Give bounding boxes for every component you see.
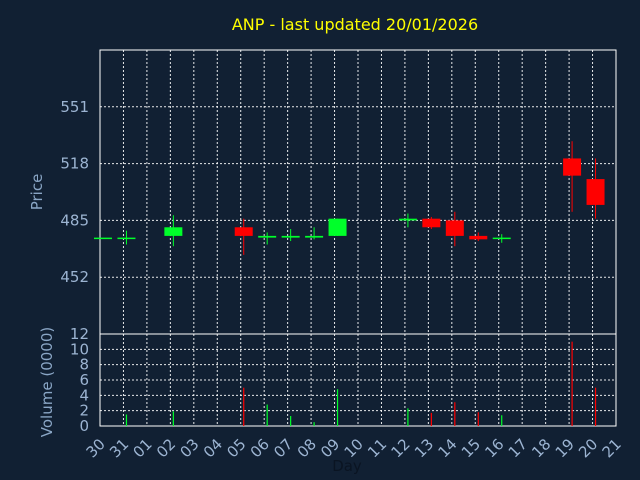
candle-body: [398, 218, 417, 221]
candle-body: [258, 235, 277, 238]
volume-tick-label: 10: [70, 340, 89, 358]
x-tick-label: 01: [130, 435, 156, 461]
x-tick-label: 21: [599, 435, 625, 461]
x-tick-label: 05: [223, 435, 249, 461]
x-tick-label: 12: [388, 435, 414, 461]
x-tick-label: 15: [458, 435, 484, 461]
candle-body: [305, 235, 324, 238]
price-axis-label: Price: [28, 174, 46, 211]
price-tick-label: 452: [60, 268, 89, 286]
candle-body: [422, 218, 441, 228]
candle-body: [445, 220, 464, 236]
price-tick-label: 518: [60, 155, 89, 173]
x-tick-label: 13: [411, 435, 437, 461]
volume-tick-label: 2: [79, 402, 89, 420]
candle-body: [586, 179, 605, 205]
candle-body: [94, 237, 112, 240]
x-tick-label: 20: [575, 435, 601, 461]
x-axis-ticks: 3031010203040506070809101112131415161718…: [83, 435, 625, 461]
candle-body: [164, 227, 183, 236]
x-tick-label: 19: [552, 435, 578, 461]
x-tick-label: 30: [83, 435, 109, 461]
x-tick-label: 11: [364, 435, 390, 461]
price-panel: 452 485 518 551: [60, 49, 617, 335]
price-tick-label: 485: [60, 211, 89, 229]
volume-tick-label: 0: [79, 417, 89, 435]
x-tick-label: 14: [434, 435, 460, 461]
x-tick-label: 08: [294, 435, 320, 461]
volume-axis-label: Volume (0000): [38, 327, 56, 437]
candle-body: [281, 235, 300, 238]
x-tick-label: 18: [528, 435, 554, 461]
price-tick-label: 551: [60, 98, 89, 116]
x-tick-label: 07: [270, 435, 296, 461]
x-tick-label: 31: [106, 435, 132, 461]
chart-title: ANP - last updated 20/01/2026: [232, 15, 478, 34]
candle-body: [328, 218, 347, 236]
x-tick-label: 02: [153, 435, 179, 461]
candle-body: [492, 237, 511, 240]
candle-body: [469, 235, 488, 240]
candle-body: [563, 158, 582, 176]
x-tick-label: 17: [505, 435, 531, 461]
volume-tick-label: 12: [70, 325, 89, 343]
volume-tick-label: 6: [79, 371, 89, 389]
x-tick-label: 03: [176, 435, 202, 461]
x-tick-label: 06: [247, 435, 273, 461]
x-axis-label: Day: [332, 457, 362, 475]
x-tick-label: 16: [481, 435, 507, 461]
candle-body: [234, 227, 253, 236]
candle-body: [117, 237, 136, 240]
volume-tick-label: 8: [79, 356, 89, 374]
volume-tick-label: 4: [79, 386, 89, 404]
x-tick-label: 04: [200, 435, 226, 461]
